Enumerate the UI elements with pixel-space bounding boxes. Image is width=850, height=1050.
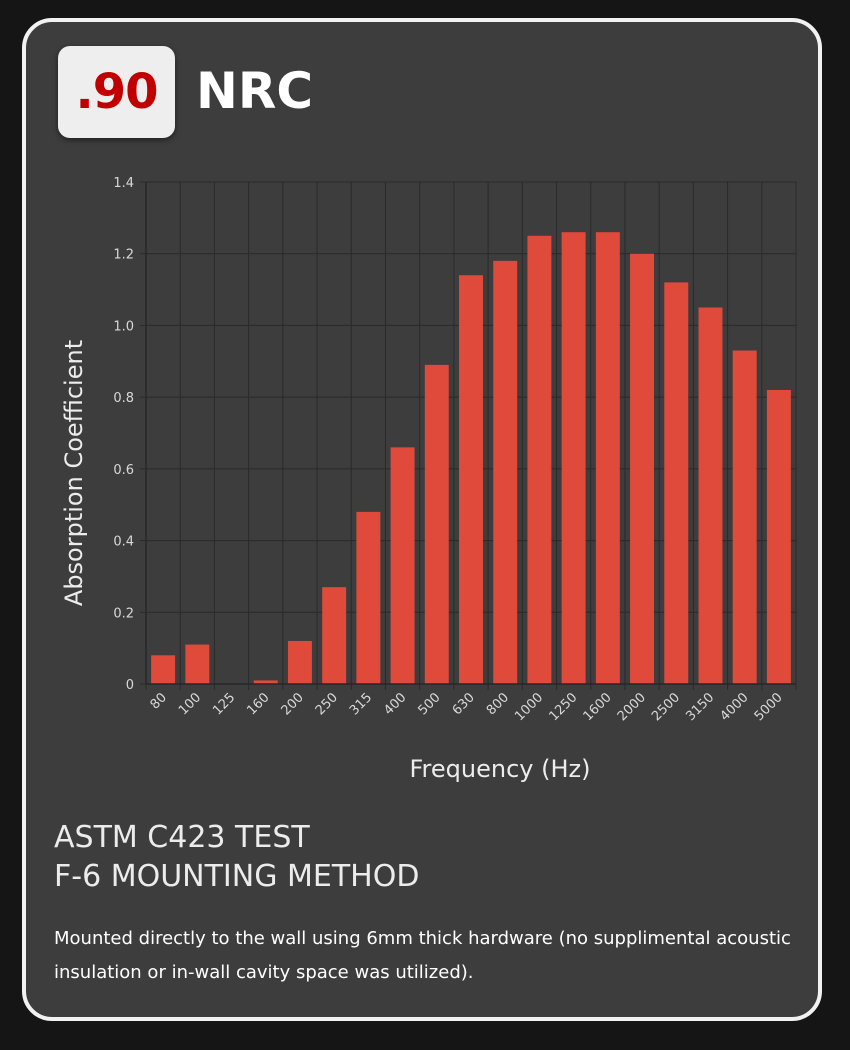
- bar: [493, 260, 518, 684]
- x-tick-label: 200: [279, 690, 307, 718]
- test-title: ASTM C423 TEST F-6 MOUNTING METHOD: [54, 818, 419, 896]
- bars: [151, 232, 791, 684]
- bar: [287, 640, 312, 684]
- bar: [253, 680, 278, 684]
- y-tick-label: 1.2: [113, 248, 134, 263]
- y-axis-label: Absorption Coefficient: [60, 340, 88, 606]
- x-tick-label: 315: [347, 690, 375, 718]
- bar: [151, 655, 176, 684]
- y-tick-label: 0.2: [113, 606, 134, 621]
- bar: [527, 235, 552, 684]
- bar: [732, 350, 757, 684]
- x-tick-label: 400: [381, 690, 409, 718]
- y-tick-label: 0.8: [113, 391, 134, 406]
- nrc-value: .90: [75, 64, 158, 120]
- bar: [630, 253, 655, 684]
- x-tick-label: 5000: [752, 690, 786, 724]
- bar: [459, 275, 483, 684]
- x-tick-label: 1000: [512, 690, 546, 724]
- x-tick-label: 3150: [683, 690, 717, 724]
- bar: [424, 364, 449, 684]
- nrc-badge: .90: [58, 46, 175, 138]
- absorption-chart: 00.20.40.60.81.01.21.480 100 125 160 200 250 3…: [60, 176, 797, 783]
- bar: [356, 511, 381, 684]
- nrc-label: NRC: [196, 62, 314, 120]
- x-tick-label: 160: [244, 690, 272, 718]
- x-tick-label: 800: [484, 690, 512, 718]
- x-axis-label: Frequency (Hz): [410, 755, 591, 783]
- grid-lines: [140, 181, 797, 690]
- bar: [185, 644, 210, 684]
- x-tick-label: 80: [148, 690, 170, 712]
- bar: [664, 282, 689, 684]
- x-tick-label: 125: [210, 690, 238, 718]
- y-tick-label: 0: [126, 678, 134, 693]
- x-tick-label: 100: [176, 690, 204, 718]
- x-tick-label: 2000: [615, 690, 649, 724]
- bar: [561, 232, 586, 684]
- bar: [390, 447, 415, 684]
- nrc-card: .90 NRC 0 0.2 0.4 0.6 0.8 1.0 1.2 1.4 80 100 125 16…: [22, 18, 822, 1021]
- x-tick-label: 500: [415, 690, 443, 718]
- y-tick-label: 0.6: [113, 463, 134, 478]
- test-title-line-2: F-6 MOUNTING METHOD: [54, 859, 420, 894]
- x-tick-label: 630: [450, 690, 478, 718]
- y-tick-label: 0.4: [113, 535, 134, 550]
- test-description: Mounted directly to the wall using 6mm t…: [54, 928, 791, 983]
- x-tick-label: 4000: [718, 690, 752, 724]
- bar: [595, 232, 620, 684]
- bar: [322, 587, 347, 684]
- y-tick-label: 1.0: [113, 319, 134, 334]
- x-tick-label: 1600: [581, 690, 615, 724]
- bar: [766, 389, 791, 684]
- x-tick-label: 1250: [546, 690, 580, 724]
- bar: [698, 307, 723, 684]
- test-title-line-1: ASTM C423 TEST: [54, 820, 310, 855]
- x-tick-label: 2500: [649, 690, 683, 724]
- x-tick-label: 250: [313, 690, 341, 718]
- y-tick-label: 1.4: [113, 176, 134, 191]
